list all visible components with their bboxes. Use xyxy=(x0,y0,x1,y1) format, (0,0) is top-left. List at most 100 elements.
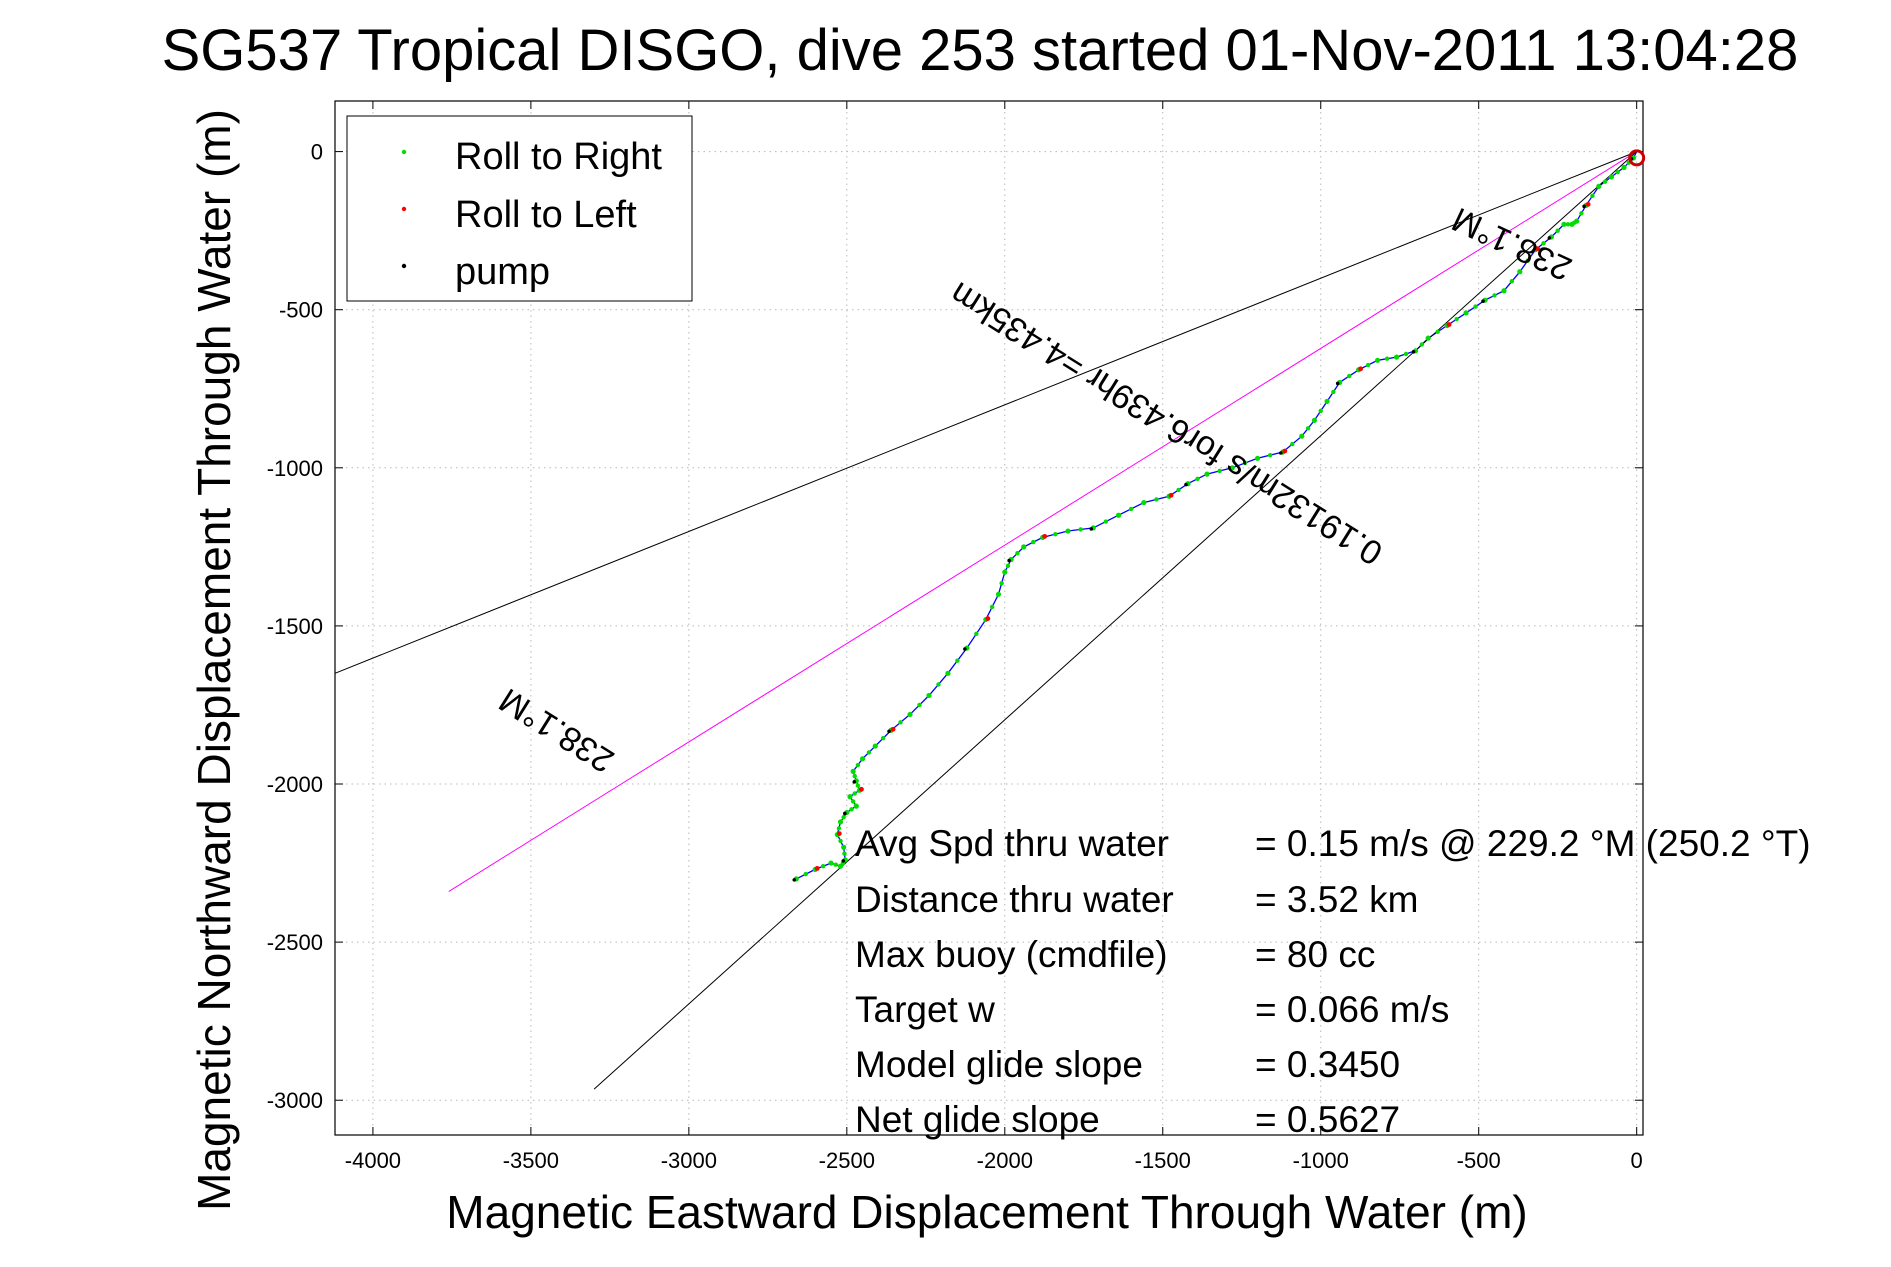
roll-right-point xyxy=(1541,241,1546,246)
roll-right-point xyxy=(1005,563,1011,569)
roll-left-point xyxy=(890,726,896,732)
roll-right-point xyxy=(1435,329,1440,335)
roll-right-point xyxy=(1419,342,1425,347)
y-tick-label: -3000 xyxy=(267,1088,323,1113)
x-axis-ticks: -4000 -3500 -3000 -2500 -2000 -1500 -1000 -500 0 xyxy=(345,101,1643,1173)
envelope-line-lower xyxy=(593,151,1638,1090)
roll-right-point xyxy=(841,844,847,850)
roll-right-point xyxy=(1154,497,1159,502)
roll-right-point xyxy=(1365,362,1371,368)
roll-right-point xyxy=(1305,426,1311,431)
roll-right-point xyxy=(872,743,878,749)
roll-right-point xyxy=(1002,569,1008,575)
roll-right-point xyxy=(1590,193,1595,199)
heading-line-238-magenta xyxy=(448,151,1637,892)
roll-right-point xyxy=(936,682,941,687)
roll-right-point xyxy=(850,768,856,774)
roll-right-point xyxy=(1267,452,1273,458)
roll-right-point xyxy=(1318,408,1323,414)
legend: Roll to Right Roll to Left pump xyxy=(346,115,693,302)
x-tick-label: 0 xyxy=(1631,1148,1643,1173)
roll-right-point xyxy=(1217,468,1222,474)
roll-right-point xyxy=(955,658,960,663)
roll-right-point xyxy=(1454,316,1459,322)
stat-value-distance: = 3.52 km xyxy=(1255,879,1419,920)
stat-value-avg-speed: = 0.15 m/s @ 229.2 °M (250.2 °T) xyxy=(1255,823,1811,864)
roll-right-point xyxy=(838,838,843,844)
roll-left-point xyxy=(814,865,820,871)
roll-right-point xyxy=(1115,512,1122,518)
roll-right-point xyxy=(841,815,846,820)
roll-right-point xyxy=(855,762,861,768)
stat-value-model-glide: = 0.3450 xyxy=(1255,1044,1400,1085)
roll-right-point xyxy=(1393,354,1400,360)
pump-point xyxy=(1582,204,1586,209)
roll-right-point xyxy=(1053,532,1058,537)
y-tick-label: -1500 xyxy=(267,614,323,639)
envelope-line-upper xyxy=(334,151,1637,674)
roll-left-point xyxy=(1282,448,1288,454)
roll-right-point xyxy=(828,860,834,866)
roll-right-point xyxy=(1331,389,1336,395)
x-tick-label: -4000 xyxy=(345,1148,401,1173)
roll-right-point xyxy=(852,791,857,796)
roll-right-point xyxy=(1621,164,1627,171)
roll-right-point xyxy=(1596,183,1602,189)
roll-right-point xyxy=(1299,433,1305,439)
stat-label-model-glide: Model glide slope xyxy=(855,1044,1143,1085)
data-markers xyxy=(792,149,1646,882)
roll-right-point xyxy=(837,863,844,869)
chart-title: SG537 Tropical DISGO, dive 253 started 0… xyxy=(162,18,1799,83)
roll-right-point xyxy=(1229,465,1235,471)
roll-left-point xyxy=(1585,201,1591,207)
roll-right-point xyxy=(1509,279,1515,284)
x-tick-label: -3500 xyxy=(503,1148,559,1173)
y-axis-label: Magnetic Northward Displacement Through … xyxy=(188,109,240,1211)
roll-right-point xyxy=(898,720,903,725)
roll-right-point xyxy=(1615,169,1620,175)
legend-label-pump: pump xyxy=(455,251,550,293)
roll-right-point xyxy=(833,862,838,867)
stat-label-net-glide: Net glide slope xyxy=(855,1099,1100,1140)
x-tick-label: -1000 xyxy=(1293,1148,1349,1173)
stat-value-net-glide: = 0.5627 xyxy=(1255,1099,1400,1140)
legend-marker-pump xyxy=(401,263,407,269)
roll-right-point xyxy=(847,794,853,800)
legend-marker-roll-left xyxy=(401,206,407,212)
roll-right-point xyxy=(1311,417,1318,423)
roll-right-point xyxy=(1290,441,1295,447)
roll-right-point xyxy=(1254,455,1261,461)
roll-right-point xyxy=(926,692,932,699)
roll-right-point xyxy=(1565,222,1571,227)
roll-right-point xyxy=(836,826,842,831)
roll-right-point xyxy=(1242,460,1248,466)
roll-right-point xyxy=(1078,527,1083,532)
y-tick-label: -500 xyxy=(279,298,323,323)
y-axis-ticks: 0 -500 -1000 -1500 -2000 -2500 -3000 xyxy=(267,140,1643,1113)
roll-right-point xyxy=(860,756,866,762)
roll-left-point xyxy=(985,616,991,621)
roll-right-point xyxy=(1473,304,1478,309)
roll-right-point xyxy=(1569,221,1575,227)
roll-right-point xyxy=(1384,356,1390,361)
roll-right-point xyxy=(1204,471,1210,477)
roll-right-point xyxy=(999,581,1004,586)
roll-right-point xyxy=(1141,499,1147,506)
pump-point xyxy=(852,780,857,784)
roll-right-point xyxy=(995,591,1002,597)
roll-right-point xyxy=(1463,310,1469,316)
pump-point xyxy=(1184,482,1188,487)
roll-right-point xyxy=(820,864,826,869)
pump-point xyxy=(1547,236,1552,240)
stat-label-avg-speed: Avg Spd thru water xyxy=(855,823,1169,864)
roll-left-point xyxy=(1446,322,1452,327)
roll-right-point xyxy=(866,750,872,755)
roll-left-point xyxy=(859,786,864,792)
roll-left-point xyxy=(1042,533,1048,539)
y-tick-label: -2500 xyxy=(267,930,323,955)
roll-left-point xyxy=(1535,246,1540,252)
roll-right-point xyxy=(1608,174,1615,180)
roll-right-point xyxy=(803,871,808,877)
y-tick-label: -2000 xyxy=(267,772,323,797)
